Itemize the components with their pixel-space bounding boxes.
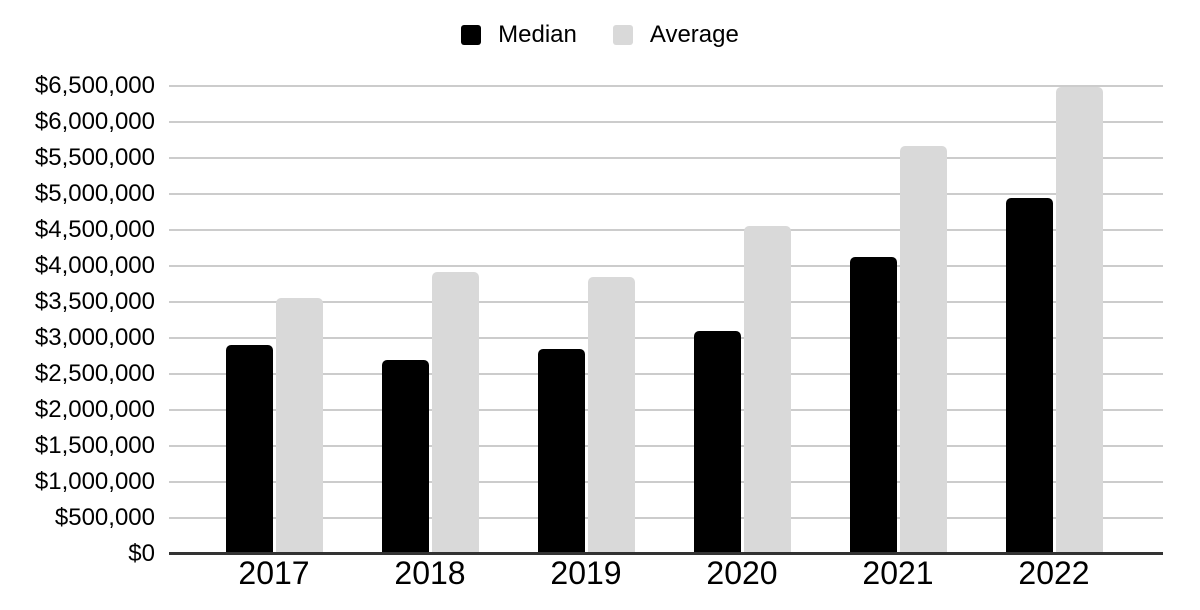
legend-item-average: Average [612,21,739,48]
x-tick-label: 2017 [238,555,310,591]
y-tick-label: $500,000 [54,504,155,531]
bar-average-2022 [1055,87,1103,554]
y-tick-label: $6,500,000 [34,72,155,99]
gridline [169,265,1163,267]
bar-median-2020 [693,331,741,554]
bar-median-2019 [537,349,585,554]
gridline [169,373,1163,375]
gridline [169,193,1163,195]
y-tick-label: $4,500,000 [34,216,155,243]
x-tick-label: 2020 [706,555,778,591]
y-axis-labels: $0 $500,000 $1,000,000 $1,500,000 $2,000,000… [0,74,155,566]
gridline [169,85,1163,87]
gridline [169,121,1163,123]
y-tick-label: $0 [128,540,155,567]
bar-average-2018 [431,272,479,554]
gridline [169,517,1163,519]
gridline [169,229,1163,231]
legend-label: Average [649,21,739,48]
bar-average-2021 [899,146,947,554]
x-tick-label: 2019 [550,555,622,591]
x-axis-baseline [169,552,1163,555]
bar-average-2020 [743,226,791,554]
y-tick-label: $5,500,000 [34,144,155,171]
bar-median-2017 [225,345,273,554]
y-tick-label: $2,500,000 [34,360,155,387]
y-tick-label: $6,000,000 [34,108,155,135]
x-tick-label: 2021 [862,555,934,591]
legend-swatch-average [612,25,633,45]
legend-item-median: Median [461,23,577,47]
x-axis-labels: 2017 2018 2019 2020 2021 2022 [169,555,1163,596]
gridline [169,481,1163,483]
bar-median-2018 [381,360,429,554]
gridline [169,445,1163,447]
y-tick-label: $1,000,000 [34,468,155,495]
gridline [169,301,1163,303]
gridline [169,157,1163,159]
gridline [169,409,1163,411]
y-tick-label: $1,500,000 [34,432,155,459]
plot-area [169,85,1163,555]
y-tick-label: $3,500,000 [34,288,155,315]
x-tick-label: 2022 [1018,555,1090,591]
y-tick-label: $3,000,000 [34,324,155,351]
legend-label: Median [498,21,577,48]
chart-legend: Median Average [0,22,1200,48]
y-tick-label: $2,000,000 [34,396,155,423]
x-tick-label: 2018 [394,555,466,591]
y-tick-label: $4,000,000 [34,252,155,279]
gridline [169,337,1163,339]
bar-average-2017 [275,298,323,554]
y-tick-label: $5,000,000 [34,180,155,207]
legend-swatch-median [461,25,482,45]
bar-average-2019 [587,277,635,554]
bar-median-2022 [1005,198,1053,554]
bar-median-2021 [849,257,897,554]
